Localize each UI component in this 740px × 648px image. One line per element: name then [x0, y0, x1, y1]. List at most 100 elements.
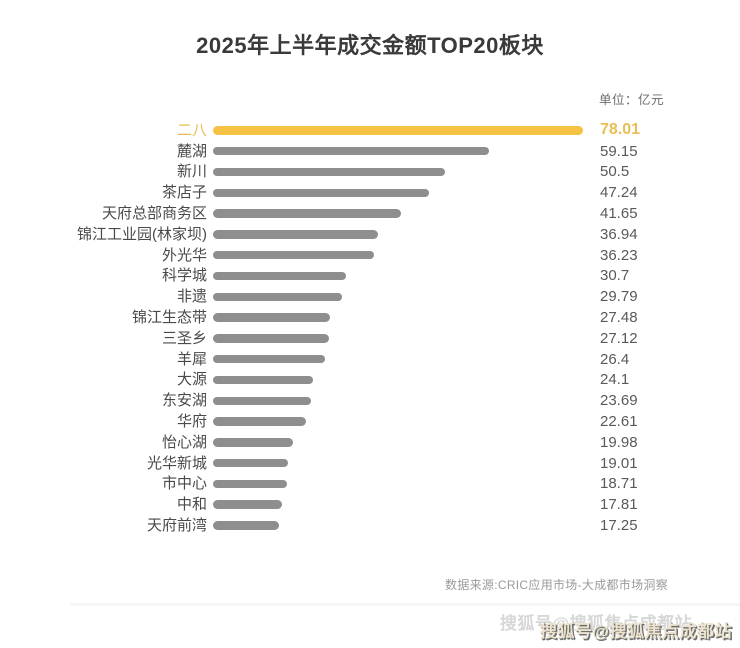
value-bar [213, 479, 287, 489]
unit-label: 单位：亿元 [599, 93, 665, 107]
category-label: 锦江生态带 [131, 309, 207, 327]
category-label: 科学城 [161, 267, 207, 285]
chart-row: 大源 24.1 [0, 370, 740, 391]
chart-row: 非遗 29.79 [0, 286, 740, 307]
value-bar [213, 354, 325, 364]
value-bar [213, 417, 307, 426]
value-label: 36.94 [600, 225, 638, 243]
chart-row: 科学城 30.7 [0, 266, 740, 287]
bar-track [213, 396, 583, 405]
value-label: 26.4 [600, 350, 630, 368]
value-bar [213, 458, 289, 468]
category-label: 非遗 [176, 288, 207, 306]
value-label: 47.24 [600, 184, 638, 202]
category-label: 怡心湖 [161, 433, 207, 451]
value-label: 78.01 [600, 121, 641, 139]
chart-row: 天府前湾 17.25 [0, 515, 740, 536]
value-label: 50.5 [600, 163, 630, 181]
value-bar [213, 230, 378, 239]
chart-row: 华府 22.61 [0, 411, 740, 432]
bar-track [213, 313, 583, 322]
category-label: 东安湖 [161, 392, 207, 410]
chart-row: 市中心 18.71 [0, 474, 740, 495]
bar-chart: 二八 78.01 麓湖 59.15 新川 50.5 茶店子 47.24 天府总部… [0, 120, 740, 536]
chart-row: 天府总部商务区 41.65 [0, 203, 740, 224]
value-label: 27.12 [600, 329, 638, 347]
value-label: 24.1 [600, 371, 630, 389]
bar-track [213, 126, 583, 135]
category-label: 茶店子 [161, 184, 207, 202]
chart-row: 二八 78.01 [0, 120, 740, 141]
chart-row: 麓湖 59.15 [0, 141, 740, 162]
value-bar [213, 396, 312, 405]
chart-row: 怡心湖 19.98 [0, 432, 740, 453]
value-label: 22.61 [600, 413, 638, 431]
value-bar [213, 375, 314, 385]
bar-track [213, 375, 583, 385]
value-label: 17.25 [600, 517, 638, 535]
value-label: 17.81 [600, 496, 638, 514]
watermark-text: 搜狐号@搜狐焦点成都站 [539, 622, 732, 641]
value-label: 41.65 [600, 205, 638, 223]
bar-track [213, 479, 583, 489]
value-label: 59.15 [600, 142, 638, 160]
chart-row: 中和 17.81 [0, 494, 740, 515]
value-label: 23.69 [600, 392, 638, 410]
category-label: 二八 [176, 121, 207, 139]
chart-row: 新川 50.5 [0, 162, 740, 183]
watermark-ghost: 搜狐号@搜狐焦点成都站 [499, 614, 692, 633]
chart-row: 羊犀 26.4 [0, 349, 740, 370]
value-label: 30.7 [600, 267, 630, 285]
chart-row: 外光华 36.23 [0, 245, 740, 266]
category-label: 光华新城 [146, 454, 207, 472]
category-label: 天府总部商务区 [101, 205, 207, 223]
category-label: 锦江工业园(林家坝) [77, 225, 207, 243]
chart-row: 茶店子 47.24 [0, 182, 740, 203]
bar-track [213, 271, 583, 281]
bar-track [213, 500, 583, 509]
bar-track [213, 250, 583, 260]
bar-track [213, 334, 583, 343]
divider-line [70, 603, 740, 606]
data-source-note: 数据来源:CRIC应用市场-大成都市场洞察 [445, 578, 668, 592]
category-label: 羊犀 [176, 350, 207, 368]
bar-track [213, 230, 583, 239]
value-bar [213, 126, 583, 135]
value-bar [213, 209, 402, 218]
value-bar [213, 292, 342, 302]
bar-track [213, 521, 583, 530]
bar-track [213, 354, 583, 364]
bar-track [213, 417, 583, 426]
category-label: 麓湖 [176, 142, 207, 160]
category-label: 大源 [176, 371, 207, 389]
chart-row: 三圣乡 27.12 [0, 328, 740, 349]
category-label: 市中心 [161, 475, 207, 493]
bar-track [213, 167, 583, 177]
value-label: 27.48 [600, 309, 638, 327]
bar-track [213, 458, 583, 468]
value-bar [213, 188, 430, 198]
value-bar [213, 438, 293, 447]
category-label: 中和 [176, 496, 207, 514]
category-label: 新川 [176, 163, 207, 181]
value-bar [213, 313, 331, 322]
bar-track [213, 292, 583, 302]
value-label: 36.23 [600, 246, 638, 264]
bar-track [213, 438, 583, 447]
bar-track [213, 146, 583, 156]
category-label: 天府前湾 [146, 517, 207, 535]
chart-title: 2025年上半年成交金额TOP20板块 [196, 33, 544, 58]
value-label: 18.71 [600, 475, 638, 493]
category-label: 三圣乡 [161, 329, 207, 347]
category-label: 外光华 [161, 246, 207, 264]
chart-row: 光华新城 19.01 [0, 453, 740, 474]
value-bar [213, 500, 283, 509]
value-bar [213, 167, 446, 177]
category-label: 华府 [176, 413, 207, 431]
value-label: 19.98 [600, 433, 638, 451]
value-label: 29.79 [600, 288, 638, 306]
value-bar [213, 521, 280, 530]
value-bar [213, 146, 489, 156]
chart-row: 锦江工业园(林家坝) 36.94 [0, 224, 740, 245]
value-bar [213, 271, 347, 281]
